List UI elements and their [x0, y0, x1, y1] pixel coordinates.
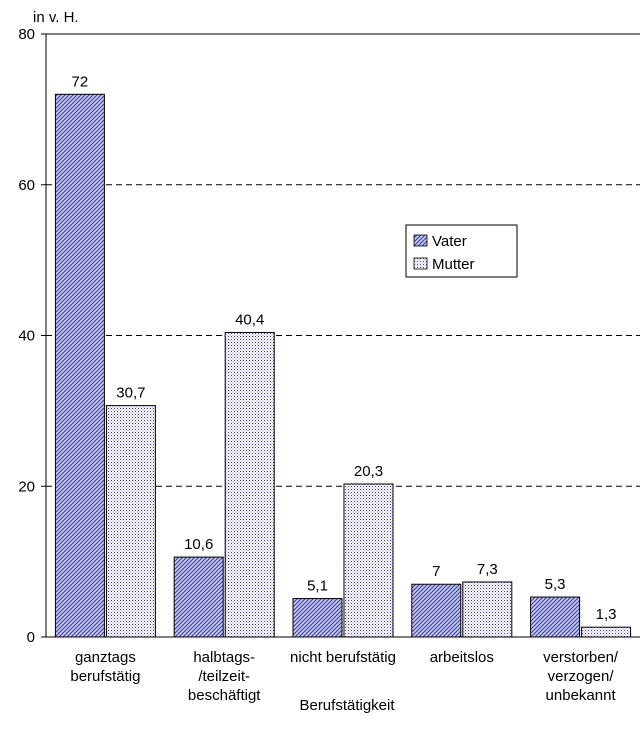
axes [41, 33, 640, 638]
y-tick-label: 40 [18, 328, 35, 345]
data-labels: 72 30,7 10,6 40,4 5,1 20,3 7 7,3 5,3 1,3 [72, 73, 617, 623]
legend-label-vater: Vater [432, 233, 467, 250]
bar-mutter [581, 626, 632, 638]
y-tick-labels: 0 20 40 60 80 [18, 26, 35, 646]
x-tick-label: verstorben/verzogen/unbekannt [543, 649, 619, 704]
data-label: 7,3 [477, 561, 498, 578]
data-label: 40,4 [235, 311, 264, 328]
data-label: 5,3 [545, 576, 566, 593]
y-tick-label: 80 [18, 26, 35, 43]
y-tick-label: 0 [27, 629, 35, 646]
legend: Vater Mutter [405, 224, 518, 278]
y-tick-label: 60 [18, 177, 35, 194]
legend-label-mutter: Mutter [432, 256, 475, 273]
data-label: 7 [432, 563, 440, 580]
x-tick-label: arbeitslos [430, 649, 494, 666]
y-axis-label: in v. H. [33, 9, 79, 26]
data-label: 20,3 [354, 463, 383, 480]
data-label: 30,7 [116, 385, 145, 402]
x-axis-label: Berufstätigkeit [299, 697, 395, 714]
legend-swatch-mutter [413, 257, 428, 270]
bar-mutter [343, 483, 394, 638]
bar-vater [54, 93, 105, 638]
data-label: 1,3 [596, 606, 617, 623]
bar-vater [411, 583, 462, 638]
legend-swatch-vater [413, 234, 428, 247]
bars [54, 93, 632, 638]
x-tick-label: halbtags-/teilzeit-beschäftigt [188, 649, 261, 704]
y-tick-label: 20 [18, 478, 35, 495]
x-tick-label: ganztags berufstätig [70, 649, 140, 685]
bar-mutter [224, 331, 275, 638]
data-label: 72 [72, 73, 89, 90]
bar-mutter [462, 581, 513, 638]
data-label: 10,6 [184, 536, 213, 553]
x-tick-labels: ganztags berufstätig halbtags-/teilzeit-be… [70, 649, 619, 704]
data-label: 5,1 [307, 578, 328, 595]
bar-vater [173, 556, 224, 638]
bar-vater [292, 598, 343, 638]
bar-vater [530, 596, 581, 638]
x-tick-label: nicht berufstätig [290, 649, 396, 666]
bar-mutter [105, 405, 156, 638]
gridlines [46, 184, 640, 487]
